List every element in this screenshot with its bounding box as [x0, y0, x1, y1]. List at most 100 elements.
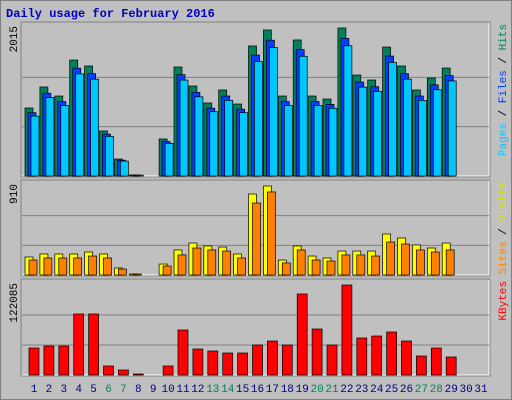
bar: [430, 347, 442, 376]
bar: [222, 352, 234, 376]
x-tick-label: 23: [355, 384, 368, 396]
legend: Sites / Visits: [498, 182, 510, 274]
x-tick-label: 5: [90, 384, 97, 396]
bar: [343, 45, 353, 177]
bar: [373, 91, 383, 177]
legend: KBytes: [498, 281, 510, 321]
bar: [118, 268, 127, 276]
bar: [418, 99, 427, 177]
x-tick-label: 25: [385, 384, 398, 396]
legend-entry: Visits: [498, 182, 510, 222]
bar: [326, 260, 336, 276]
x-tick-label: 6: [105, 384, 112, 396]
bar: [252, 202, 261, 276]
bar: [267, 340, 278, 376]
x-tick-label: 16: [251, 384, 264, 396]
bar: [177, 329, 189, 376]
bar: [105, 136, 114, 177]
bar: [58, 257, 68, 276]
x-tick-label: 7: [120, 384, 127, 396]
bar: [118, 369, 129, 376]
bar: [416, 249, 425, 276]
x-tick-label: 4: [75, 384, 82, 396]
bar: [103, 257, 112, 276]
bar: [430, 251, 440, 276]
x-tick-label: 21: [325, 384, 339, 396]
bar: [371, 335, 383, 376]
x-tick-label: 18: [281, 384, 294, 396]
bar: [386, 241, 395, 276]
bar: [132, 273, 142, 276]
y-tick-label: 910: [9, 184, 21, 204]
bar: [311, 259, 321, 276]
bar: [120, 160, 129, 177]
bar: [192, 348, 204, 376]
bar: [73, 313, 85, 376]
bar: [267, 191, 276, 276]
x-tick-label: 9: [150, 384, 157, 396]
bar: [207, 249, 217, 276]
bar: [179, 79, 189, 177]
x-tick-label: 20: [310, 384, 323, 396]
bar: [207, 350, 219, 376]
y-tick-label: 122085: [9, 283, 21, 323]
x-tick-label: 22: [340, 384, 353, 396]
bar: [224, 99, 234, 177]
x-tick-label: 17: [266, 384, 279, 396]
x-tick-label: 24: [370, 384, 384, 396]
bar: [164, 143, 174, 177]
bar: [132, 373, 144, 376]
x-tick-label: 12: [191, 384, 204, 396]
x-tick-label: 2: [46, 384, 53, 396]
legend-separator: /: [498, 103, 510, 123]
bar: [222, 250, 232, 276]
legend-entry: Files: [498, 70, 510, 103]
x-tick-label: 29: [445, 384, 458, 396]
bar: [90, 78, 99, 177]
bar: [326, 344, 338, 376]
x-tick-label: 15: [236, 384, 249, 396]
bar: [281, 262, 291, 276]
bar: [43, 345, 55, 376]
bar: [356, 254, 366, 276]
bar: [283, 105, 293, 177]
bar: [401, 340, 412, 376]
x-tick-label: 26: [400, 384, 413, 396]
x-tick-label: 14: [221, 384, 235, 396]
bar: [43, 257, 53, 276]
bar: [358, 86, 368, 177]
bar: [341, 284, 353, 376]
x-tick-label: 30: [459, 384, 472, 396]
x-tick-label: 8: [135, 384, 142, 396]
bar: [447, 80, 457, 177]
bar: [371, 255, 381, 276]
bar: [237, 352, 248, 376]
bar: [88, 255, 97, 276]
bar: [75, 73, 85, 177]
bar: [192, 247, 202, 276]
bar: [194, 96, 204, 177]
x-tick-label: 28: [430, 384, 443, 396]
bar: [328, 107, 338, 177]
bar: [296, 249, 306, 276]
bar: [269, 47, 278, 177]
legend-separator: /: [498, 50, 510, 70]
bar: [313, 105, 323, 177]
y-tick-label: 2015: [9, 26, 21, 52]
bar: [445, 249, 455, 276]
x-tick-label: 10: [161, 384, 174, 396]
legend-entry: Hits: [498, 24, 510, 50]
bar: [432, 89, 442, 177]
x-tick-label: 13: [206, 384, 219, 396]
x-tick-label: 3: [60, 384, 67, 396]
bar: [237, 257, 246, 276]
bar: [254, 61, 263, 177]
bar: [296, 293, 308, 376]
bar: [416, 355, 427, 376]
bar: [134, 174, 144, 177]
x-tick-label: 1: [31, 384, 38, 396]
bar: [162, 265, 172, 276]
bar: [45, 97, 55, 177]
bar: [88, 313, 99, 376]
x-tick-label: 11: [176, 384, 190, 396]
